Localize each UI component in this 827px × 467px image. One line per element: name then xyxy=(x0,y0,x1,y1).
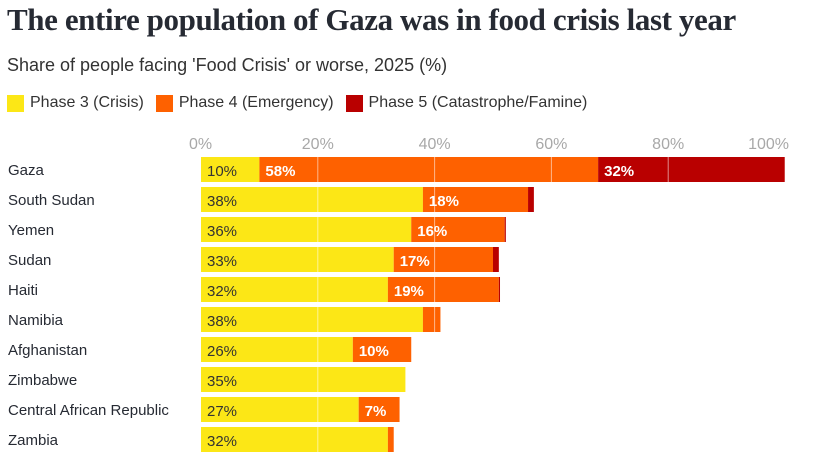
value-label: 7% xyxy=(365,403,387,420)
bar-segment xyxy=(201,427,388,452)
bar-segment xyxy=(411,217,505,242)
bar-segment xyxy=(201,397,359,422)
x-tick-label: 40% xyxy=(419,136,451,153)
value-label: 16% xyxy=(417,223,447,240)
value-label: 10% xyxy=(359,343,389,360)
bar-segment xyxy=(201,367,406,392)
legend-label-phase5: Phase 5 (Catastrophe/Famine) xyxy=(368,94,588,111)
legend: Phase 3 (Crisis) Phase 4 (Emergency) Pha… xyxy=(7,94,599,112)
row-label: Zambia xyxy=(8,432,59,449)
x-tick-label: 0% xyxy=(189,136,212,153)
bar-segment xyxy=(387,277,499,302)
bar-segment xyxy=(528,187,534,212)
bar-segment xyxy=(493,247,499,272)
row-label: Sudan xyxy=(8,252,51,269)
bar-segment xyxy=(422,307,441,332)
value-label: 26% xyxy=(207,343,237,360)
value-label: 18% xyxy=(429,193,459,210)
legend-label-phase4: Phase 4 (Emergency) xyxy=(178,94,334,111)
value-label: 38% xyxy=(207,193,237,210)
value-label: 32% xyxy=(207,283,237,300)
legend-swatch-phase3 xyxy=(7,94,24,112)
row-label: South Sudan xyxy=(8,192,95,209)
bar-segment xyxy=(387,427,394,452)
bar-segment xyxy=(201,337,353,362)
bar-segment xyxy=(352,337,412,362)
bar-segment xyxy=(598,157,785,182)
bar-segment xyxy=(201,277,388,302)
bars-group xyxy=(201,157,785,452)
bar-segment xyxy=(201,217,412,242)
legend-swatch-phase4 xyxy=(155,94,173,112)
value-label: 38% xyxy=(207,313,237,330)
value-label: 32% xyxy=(207,433,237,450)
row-label: Zimbabwe xyxy=(8,372,77,389)
chart-subtitle: Share of people facing 'Food Crisis' or … xyxy=(7,55,448,75)
bar-segment xyxy=(201,187,423,212)
x-tick-label: 100% xyxy=(748,136,789,153)
bar-segment xyxy=(201,307,423,332)
legend-swatch-phase5 xyxy=(345,94,363,112)
value-label: 19% xyxy=(394,283,424,300)
value-label: 35% xyxy=(207,373,237,390)
bar-segment xyxy=(422,187,529,212)
row-label: Namibia xyxy=(8,312,64,329)
bar-segment xyxy=(201,157,260,182)
x-tick-label: 80% xyxy=(652,136,684,153)
value-label: 58% xyxy=(265,163,295,180)
bar-segment xyxy=(504,217,506,242)
bar-segment xyxy=(259,157,599,182)
x-tick-label: 20% xyxy=(302,136,334,153)
chart-title: The entire population of Gaza was in foo… xyxy=(7,2,736,37)
value-label: 32% xyxy=(604,163,634,180)
row-label: Afghanistan xyxy=(8,342,87,359)
bar-segment xyxy=(498,277,501,302)
row-label: Yemen xyxy=(8,222,54,239)
bar-segment xyxy=(358,397,400,422)
row-label: Gaza xyxy=(8,162,45,179)
value-label: 36% xyxy=(207,223,237,240)
bar-segment xyxy=(393,247,493,272)
value-label: 33% xyxy=(207,253,237,270)
row-label: Central African Republic xyxy=(8,402,169,419)
row-label: Haiti xyxy=(8,282,38,299)
legend-item-phase4: Phase 4 (Emergency) xyxy=(155,94,334,112)
value-label: 10% xyxy=(207,163,237,180)
legend-item-phase5: Phase 5 (Catastrophe/Famine) xyxy=(345,94,588,112)
legend-label-phase3: Phase 3 (Crisis) xyxy=(30,94,144,111)
value-label: 17% xyxy=(400,253,430,270)
x-tick-label: 60% xyxy=(535,136,567,153)
legend-item-phase3: Phase 3 (Crisis) xyxy=(7,94,144,112)
bar-segment xyxy=(201,247,394,272)
value-label: 27% xyxy=(207,403,237,420)
